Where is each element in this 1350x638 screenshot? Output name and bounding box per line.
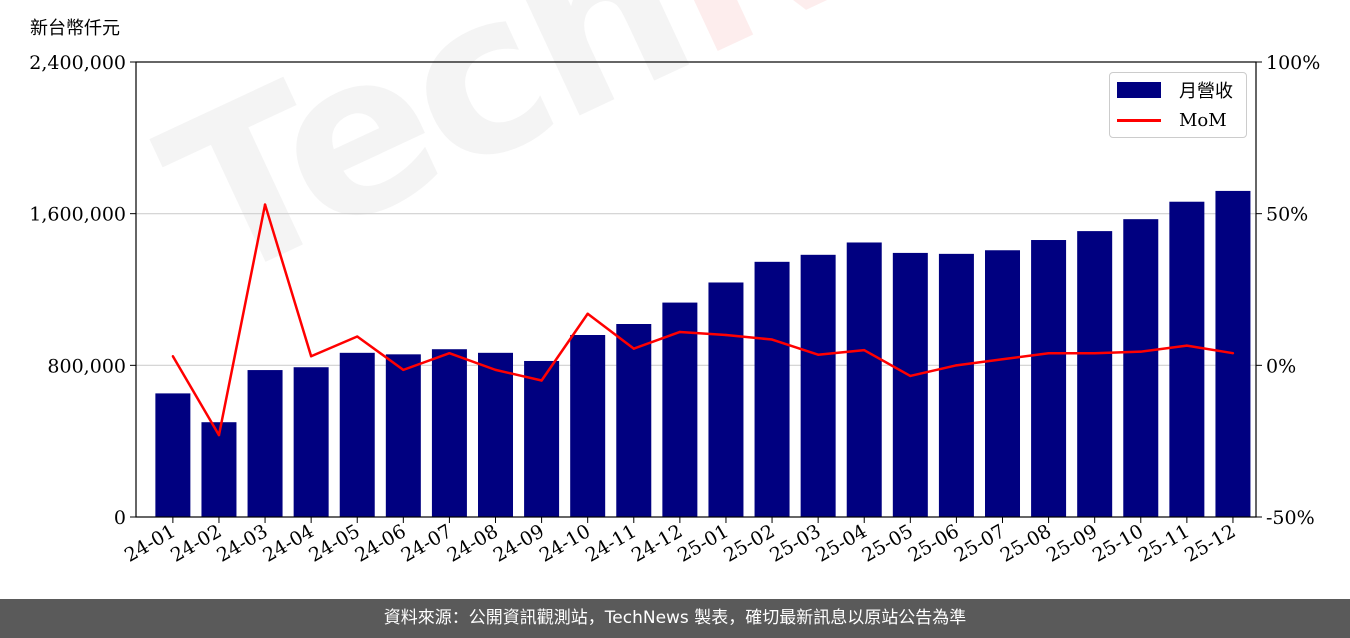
x-tick-label: 25-12 [1181, 520, 1239, 566]
revenue-bar [893, 253, 928, 517]
mom-point [817, 354, 819, 356]
x-tick-label: 25-03 [766, 520, 824, 566]
revenue-bar [755, 262, 790, 517]
mom-point [1140, 350, 1142, 352]
x-tick-label: 25-11 [1135, 520, 1193, 566]
x-tick-label: 24-09 [490, 520, 548, 566]
mom-point [1232, 352, 1234, 354]
x-tick-label: 24-08 [444, 520, 502, 566]
legend-label-revenue: 月營收 [1179, 77, 1233, 103]
revenue-bar [1169, 202, 1204, 517]
revenue-bar [1031, 240, 1066, 517]
x-tick-label: 25-09 [1043, 520, 1101, 566]
revenue-bar [478, 353, 513, 517]
mom-point [356, 335, 358, 337]
legend-line-swatch [1117, 119, 1161, 122]
revenue-bar [386, 354, 421, 517]
revenue-bar [155, 393, 190, 517]
y-left-tick-label: 800,000 [47, 355, 126, 377]
mom-point [310, 355, 312, 357]
x-tick-label: 24-05 [305, 520, 363, 566]
x-tick-label: 24-07 [397, 520, 455, 566]
y-right-tick-label: 100% [1266, 52, 1320, 74]
revenue-bar [294, 367, 329, 517]
mom-point [540, 379, 542, 381]
revenue-bar [1077, 231, 1112, 517]
chart-legend: 月營收 MoM [1109, 72, 1247, 138]
revenue-bar [662, 303, 697, 517]
mom-point [1047, 352, 1049, 354]
x-tick-label: 24-01 [121, 520, 179, 566]
mom-point [586, 313, 588, 315]
y-left-tick-label: 0 [114, 507, 126, 529]
x-tick-label: 25-01 [674, 520, 732, 566]
x-tick-label: 24-03 [213, 520, 271, 566]
x-tick-label: 24-02 [167, 520, 225, 566]
x-tick-label: 25-02 [720, 520, 778, 566]
legend-bar-swatch [1117, 82, 1161, 98]
revenue-bar [248, 370, 283, 517]
mom-point [909, 375, 911, 377]
legend-label-mom: MoM [1179, 110, 1227, 131]
revenue-bar [432, 349, 467, 517]
revenue-bar [340, 353, 375, 517]
revenue-bar [524, 361, 559, 517]
revenue-bar [201, 422, 236, 517]
x-tick-label: 24-06 [351, 520, 409, 566]
legend-item-revenue: 月營收 [1117, 76, 1233, 104]
mom-point [955, 364, 957, 366]
legend-item-mom: MoM [1117, 106, 1227, 134]
revenue-bar [939, 254, 974, 517]
mom-line [173, 205, 1233, 436]
revenue-bar [801, 255, 836, 517]
revenue-bar [847, 242, 882, 517]
mom-point [402, 369, 404, 371]
mom-point [218, 434, 220, 436]
revenue-bar [570, 335, 605, 517]
mom-point [1001, 358, 1003, 360]
x-tick-label: 25-04 [812, 520, 870, 566]
y-right-tick-label: 50% [1266, 204, 1308, 226]
x-tick-label: 24-12 [628, 520, 686, 566]
revenue-bar [616, 324, 651, 517]
x-tick-label: 24-11 [582, 520, 640, 566]
revenue-bar [985, 250, 1020, 517]
mom-point [494, 369, 496, 371]
mom-point [679, 331, 681, 333]
x-tick-label: 25-06 [904, 520, 962, 566]
x-tick-label: 25-10 [1089, 520, 1147, 566]
y-right-tick-label: -50% [1266, 507, 1315, 529]
mom-point [448, 352, 450, 354]
mom-point [863, 349, 865, 351]
mom-point [1186, 344, 1188, 346]
x-tick-label: 25-07 [951, 520, 1009, 566]
revenue-bar [708, 282, 743, 517]
y-right-tick-label: 0% [1266, 355, 1296, 377]
source-footer: 資料來源：公開資訊觀測站，TechNews 製表，確切最新訊息以原站公告為準 [0, 599, 1350, 638]
mom-point [725, 334, 727, 336]
revenue-bar [1123, 219, 1158, 517]
y-left-tick-label: 1,600,000 [29, 204, 126, 226]
x-tick-label: 25-05 [858, 520, 916, 566]
x-tick-label: 25-08 [997, 520, 1055, 566]
x-tick-label: 24-10 [536, 520, 594, 566]
mom-point [633, 347, 635, 349]
mom-point [771, 338, 773, 340]
mom-point [1093, 352, 1095, 354]
y-left-tick-label: 2,400,000 [29, 52, 126, 74]
mom-point [172, 355, 174, 357]
x-tick-label: 24-04 [259, 520, 317, 566]
mom-point [264, 203, 266, 205]
